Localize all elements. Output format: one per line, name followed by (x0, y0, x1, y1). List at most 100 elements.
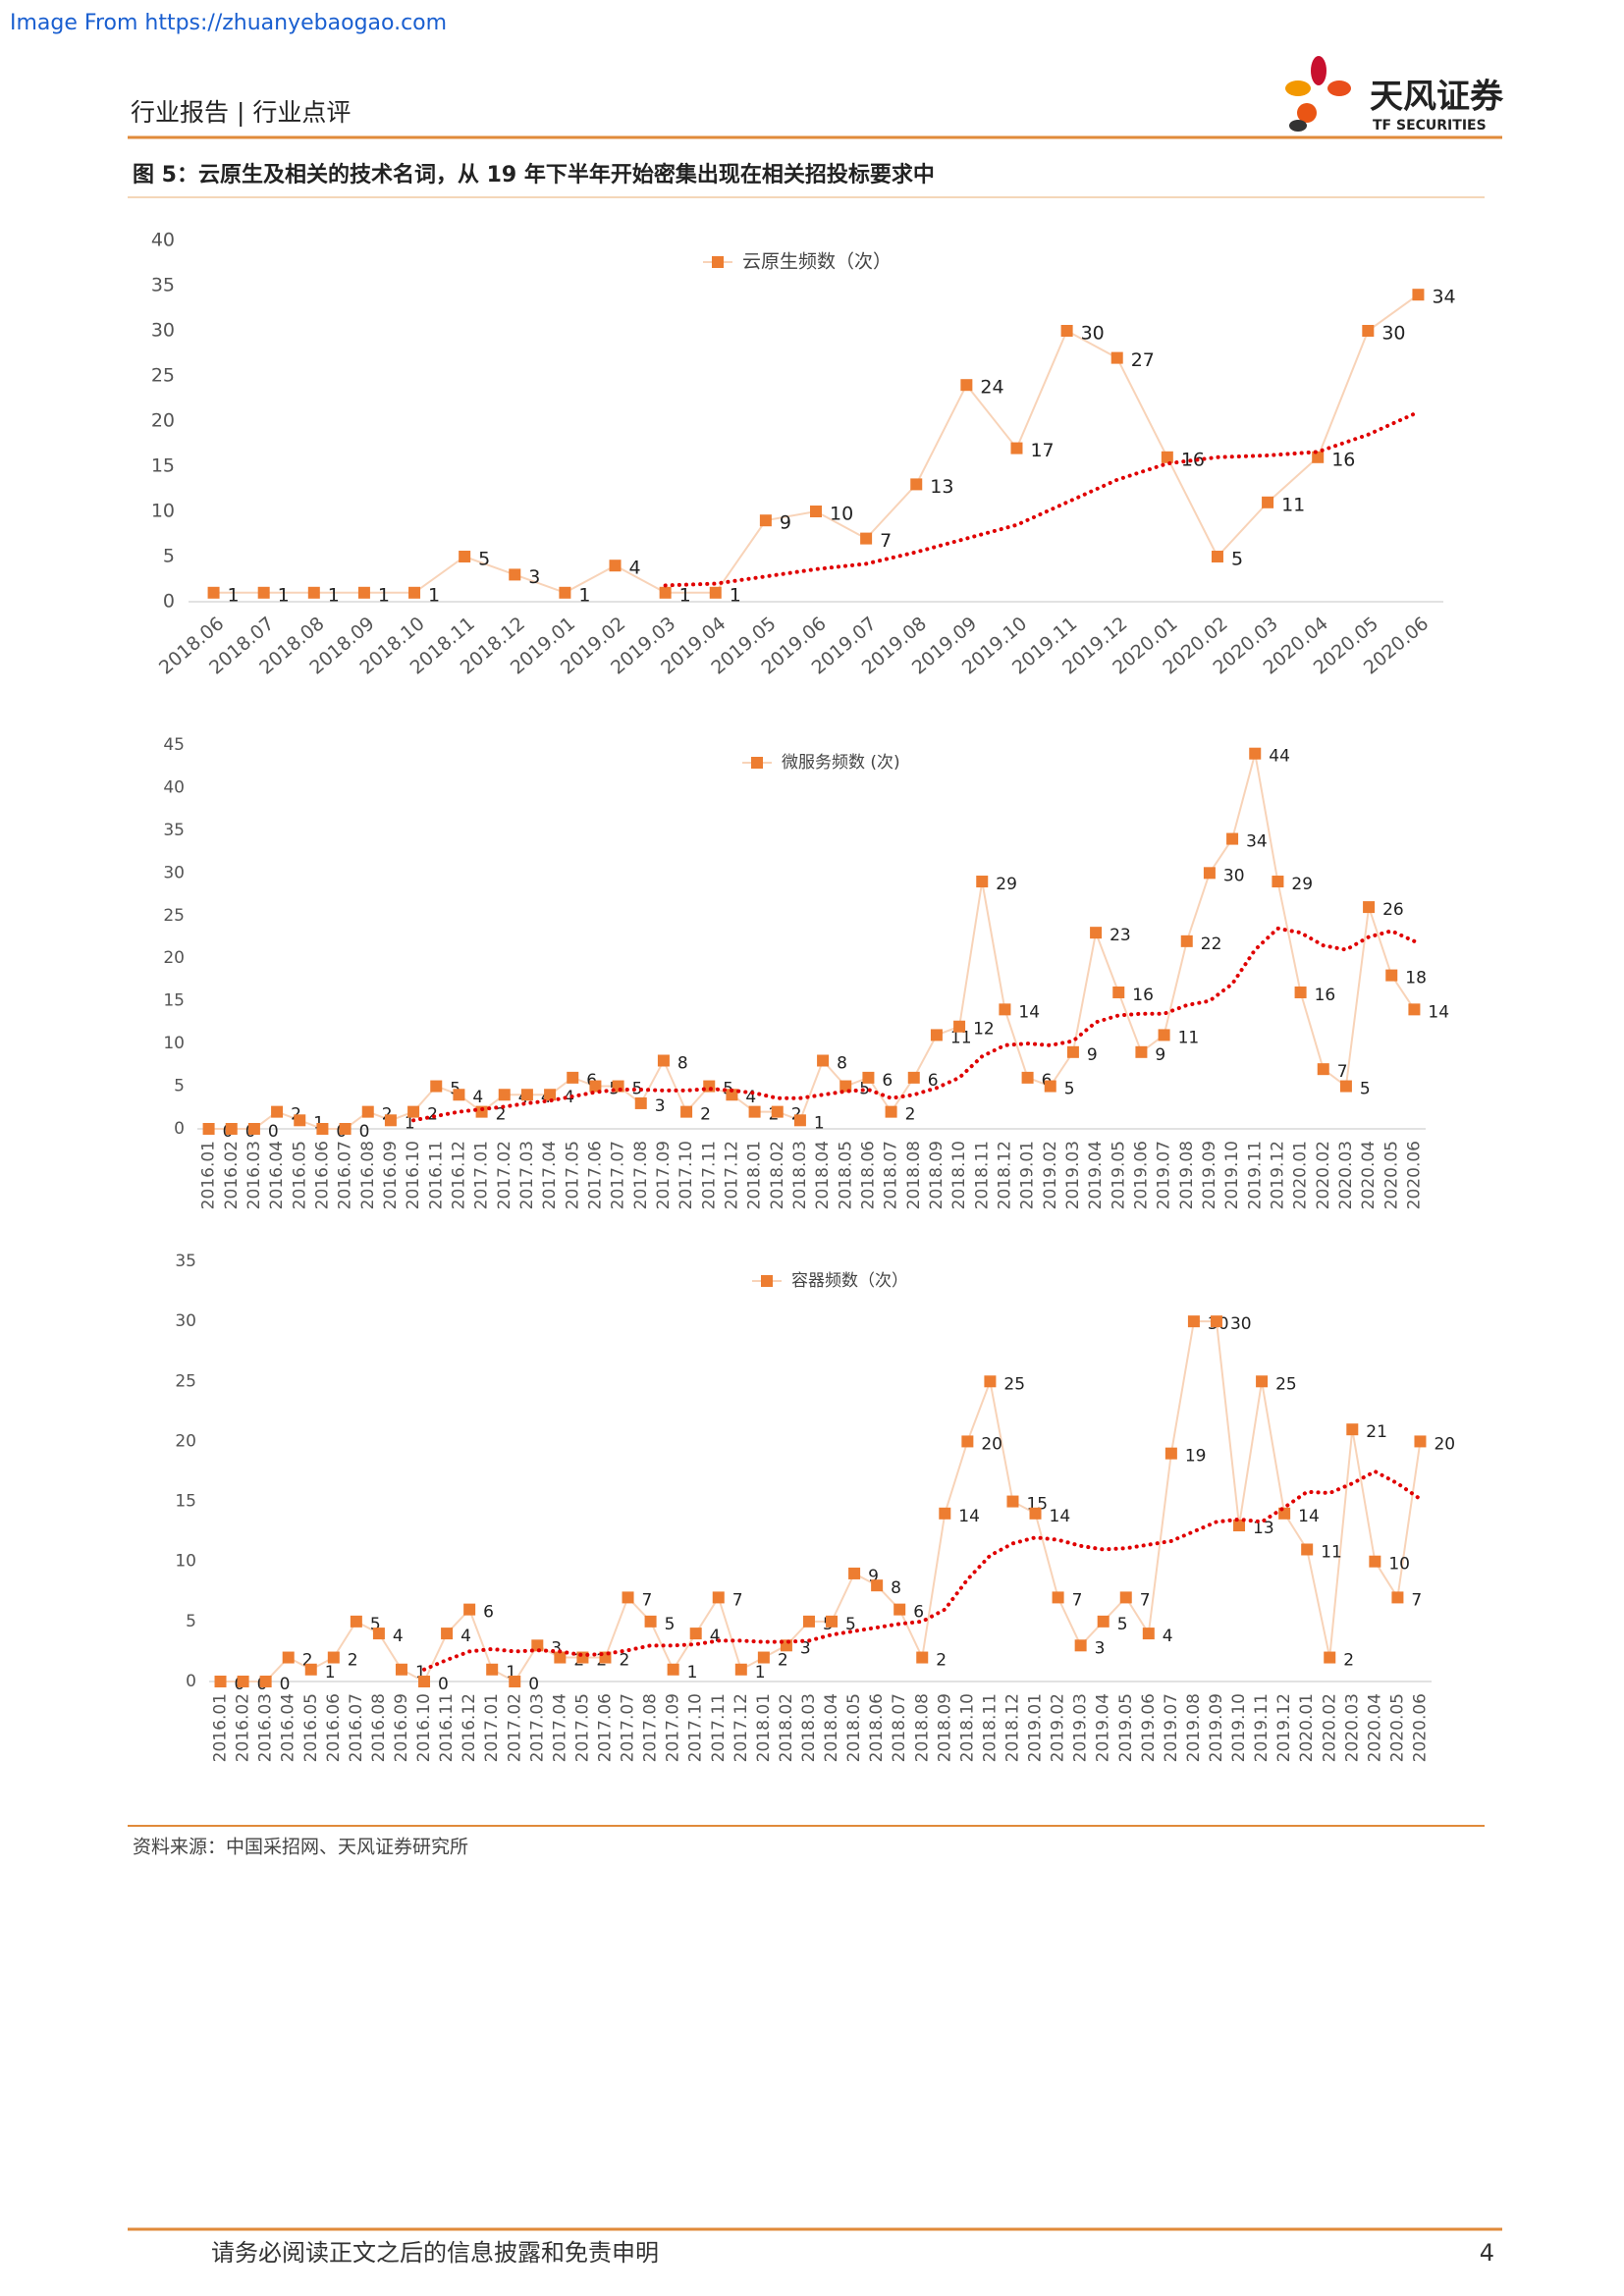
data-point (520, 1089, 533, 1101)
data-point (1066, 1045, 1079, 1058)
x-tick-label: 2019.02 (1049, 1693, 1068, 1762)
x-tick-label: 2020.02 (1320, 1693, 1339, 1762)
x-tick-label: 2018.07 (890, 1693, 909, 1762)
x-tick-label: 2019.05 (1109, 1141, 1128, 1209)
data-label: 2 (778, 1651, 788, 1671)
data-point (395, 1663, 407, 1676)
data-point (453, 1089, 465, 1101)
data-point (1112, 986, 1125, 998)
y-tick-label: 25 (175, 1371, 196, 1391)
data-label: 1 (325, 1663, 336, 1682)
data-point (1135, 1045, 1148, 1058)
x-tick-label: 2016.05 (290, 1141, 309, 1209)
source-note: 资料来源：中国采招网、天风证券研究所 (133, 1837, 468, 1858)
legend-marker (751, 757, 763, 769)
data-point (848, 1567, 861, 1579)
data-point (257, 586, 270, 599)
data-label: 11 (1178, 1028, 1200, 1047)
x-tick-label: 2016.06 (324, 1693, 344, 1762)
data-label: 11 (1321, 1542, 1342, 1562)
section-label: 行业报告 | 行业点评 (131, 98, 351, 127)
data-label: 1 (378, 584, 390, 606)
data-label: 7 (1411, 1590, 1422, 1610)
data-point (907, 1071, 920, 1084)
data-label: 13 (1253, 1519, 1274, 1538)
y-tick-label: 20 (151, 410, 175, 432)
data-label: 20 (981, 1434, 1002, 1454)
x-tick-label: 2019.10 (1229, 1693, 1249, 1762)
data-label: 2 (1343, 1651, 1354, 1671)
data-label: 7 (1072, 1590, 1083, 1610)
data-point (1074, 1639, 1087, 1652)
data-label: 8 (677, 1053, 688, 1073)
data-label: 4 (393, 1627, 404, 1646)
data-point (559, 586, 571, 599)
data-point (712, 1591, 725, 1604)
y-tick-label: 40 (151, 230, 175, 251)
data-label: 10 (830, 504, 853, 525)
x-tick-label: 2019.12 (1268, 1141, 1287, 1209)
series-line (208, 753, 1416, 1130)
data-label: 7 (1140, 1590, 1151, 1610)
x-tick-label: 2017.07 (609, 1141, 628, 1209)
data-point (475, 1105, 488, 1118)
x-tick-label: 2018.02 (777, 1693, 796, 1762)
x-tick-label: 2018.12 (995, 1141, 1014, 1209)
x-tick-label: 2017.09 (664, 1693, 683, 1762)
x-tick-label: 2020.05 (1387, 1693, 1407, 1762)
data-label: 26 (1382, 900, 1404, 920)
x-tick-label: 2016.01 (199, 1141, 219, 1209)
x-tick-label: 2019.08 (1184, 1693, 1204, 1762)
data-point (759, 514, 772, 527)
y-tick-label: 15 (175, 1492, 196, 1512)
data-label: 9 (1155, 1045, 1165, 1065)
legend-label: 云原生频数（次） (742, 251, 892, 273)
data-label: 1 (428, 584, 440, 606)
y-tick-label: 35 (163, 821, 185, 840)
x-tick-label: 2019.03 (1063, 1141, 1083, 1209)
data-label: 14 (1018, 1002, 1040, 1022)
source-url: Image From https://zhuanyebaogao.com (10, 11, 447, 35)
data-label: 14 (958, 1507, 980, 1526)
data-point (1090, 927, 1103, 939)
x-tick-label: 2018.04 (813, 1141, 833, 1209)
data-point (202, 1123, 215, 1135)
data-point (372, 1628, 385, 1640)
y-tick-label: 0 (163, 591, 175, 613)
data-point (1256, 1375, 1269, 1388)
x-tick-label: 2019.01 (1026, 1693, 1046, 1762)
x-tick-label: 2020.01 (1291, 1141, 1311, 1209)
data-label: 0 (438, 1675, 449, 1694)
data-label: 44 (1269, 747, 1290, 767)
data-label: 1 (578, 584, 590, 606)
data-point (984, 1375, 997, 1388)
x-tick-label: 2016.06 (312, 1141, 332, 1209)
data-point (862, 1071, 875, 1084)
data-label: 29 (1291, 875, 1313, 894)
data-point (498, 1089, 511, 1101)
data-label: 3 (551, 1638, 562, 1658)
x-tick-label: 2016.02 (234, 1693, 253, 1762)
data-label: 22 (1201, 934, 1222, 954)
x-tick-label: 2019.02 (1041, 1141, 1060, 1209)
x-tick-label: 2017.10 (677, 1141, 696, 1209)
brand-name-en: TF SECURITIES (1373, 118, 1487, 133)
data-label: 2 (700, 1105, 711, 1125)
data-point (441, 1628, 454, 1640)
x-tick-label: 2019.05 (1116, 1693, 1136, 1762)
data-point (1317, 1063, 1329, 1076)
data-label: 4 (710, 1627, 721, 1646)
data-point (1324, 1651, 1336, 1664)
y-tick-label: 5 (174, 1077, 185, 1096)
data-point (757, 1651, 770, 1664)
data-point (294, 1114, 306, 1127)
x-tick-label: 2019.04 (1086, 1141, 1106, 1209)
data-label: 4 (1163, 1627, 1173, 1646)
x-tick-label: 2019.09 (1207, 1693, 1226, 1762)
x-tick-label: 2016.10 (404, 1141, 423, 1209)
data-label: 6 (882, 1071, 893, 1091)
x-tick-label: 2019.07 (1155, 1141, 1174, 1209)
data-label: 2 (905, 1105, 916, 1125)
x-tick-label: 2017.12 (722, 1141, 741, 1209)
